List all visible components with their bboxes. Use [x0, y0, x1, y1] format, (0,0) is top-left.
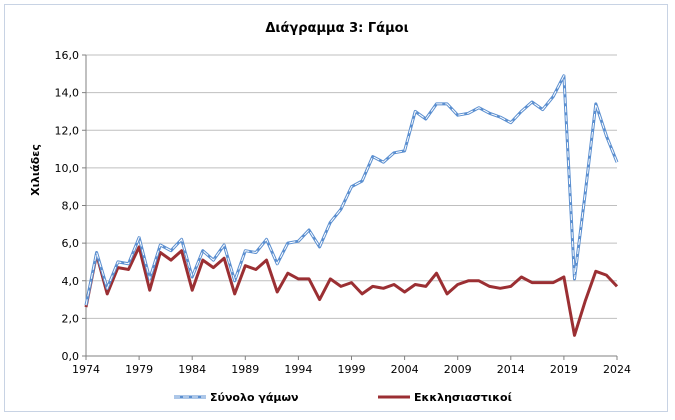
x-tick-label: 2019 — [550, 363, 578, 376]
x-tick-label: 1994 — [284, 363, 312, 376]
series-line — [84, 245, 619, 337]
series-line — [84, 74, 619, 306]
x-tick-label: 1999 — [338, 363, 366, 376]
x-tick-label: 1989 — [231, 363, 259, 376]
x-tick-label: 1974 — [72, 363, 100, 376]
axes — [82, 54, 618, 360]
series-line-dash-overlay — [85, 73, 618, 306]
y-tick-label: 12,0 — [55, 124, 80, 137]
y-axis-label: Χιλιάδες — [29, 144, 42, 196]
x-tick-label: 1984 — [178, 363, 206, 376]
chart-title: Διάγραμμα 3: Γάμοι — [265, 21, 408, 36]
y-tick-label: 6,0 — [62, 237, 80, 250]
x-tick-label: 2009 — [444, 363, 472, 376]
y-tick-labels: 0,0 2,0 4,0 6,0 8,0 10,0 12,0 14,0 16,0 — [55, 49, 80, 363]
y-tick-label: 10,0 — [55, 162, 80, 175]
y-tick-label: 14,0 — [55, 87, 80, 100]
y-tick-label: 2,0 — [62, 312, 80, 325]
y-tick-label: 16,0 — [55, 49, 80, 62]
legend-label: Εκκλησιαστικοί — [414, 391, 512, 404]
legend-label: Σύνολο γάμων — [210, 391, 299, 404]
x-tick-label: 2024 — [603, 363, 631, 376]
x-tick-label: 2004 — [391, 363, 419, 376]
y-tick-label: 4,0 — [62, 275, 80, 288]
y-tick-label: 8,0 — [62, 200, 80, 213]
legend: Σύνολο γάμων Εκκλησιαστικοί — [174, 391, 512, 404]
y-tick-label: 0,0 — [62, 350, 80, 363]
series-lines — [84, 73, 619, 337]
chart-frame — [4, 4, 668, 412]
x-tick-labels: 1974 1979 1984 1989 1994 1999 2004 2009 2014 2019… — [72, 363, 631, 376]
x-tick-label: 2014 — [497, 363, 525, 376]
x-tick-label: 1979 — [125, 363, 153, 376]
